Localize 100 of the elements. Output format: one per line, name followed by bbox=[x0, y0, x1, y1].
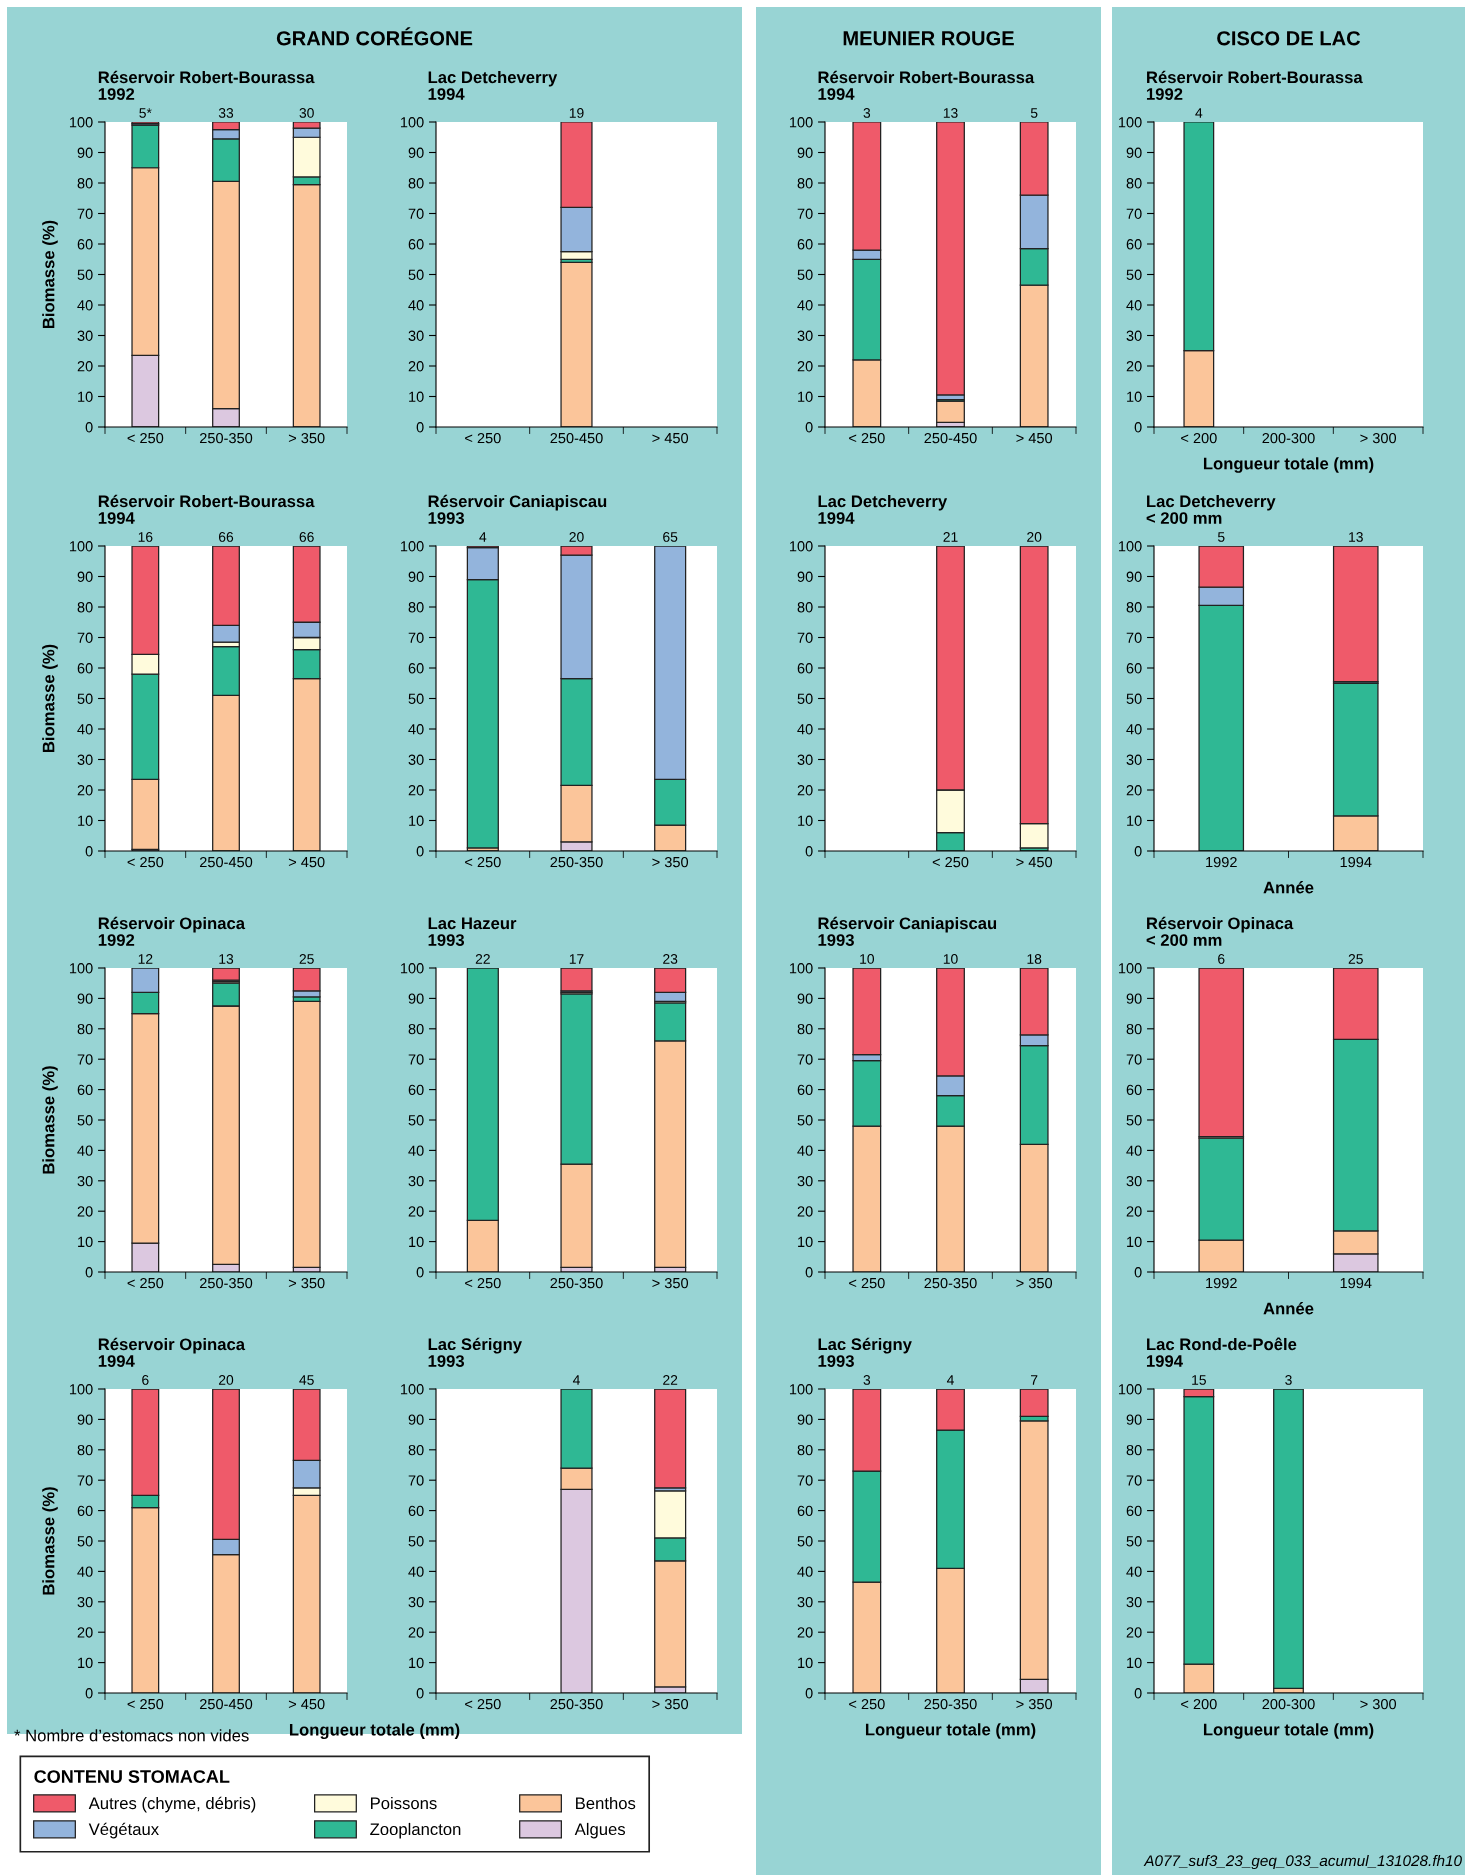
annotation: 20 bbox=[1027, 532, 1042, 542]
y-tick-label: 90 bbox=[1126, 571, 1142, 582]
y-tick-label: 60 bbox=[77, 663, 93, 674]
x-tick-label: > 350 bbox=[652, 856, 689, 868]
x-tick-label: < 250 bbox=[465, 432, 501, 444]
chart-subtitle: Lac Rond-de-Poêle 1994 bbox=[1146, 1337, 1297, 1367]
x-tick-label: 250-450 bbox=[199, 1698, 253, 1710]
y-tick-label: 30 bbox=[1126, 330, 1142, 341]
y-tick-label: 40 bbox=[77, 724, 93, 735]
y-tick-label: 100 bbox=[69, 963, 93, 974]
annotation: 23 bbox=[663, 954, 678, 964]
x-tick-label: > 300 bbox=[1360, 1698, 1397, 1710]
y-tick-label: 60 bbox=[408, 663, 424, 674]
y-tick-label: 70 bbox=[77, 208, 93, 219]
y-tick-label: 20 bbox=[408, 361, 424, 372]
y-tick-label: 80 bbox=[1126, 178, 1142, 189]
y-tick-label: 100 bbox=[400, 541, 424, 552]
x-axis-title: Longueur totale (mm) bbox=[1203, 1723, 1374, 1739]
x-tick-label: > 450 bbox=[1016, 432, 1053, 444]
x-tick-label: 200-300 bbox=[1262, 1698, 1315, 1710]
y-tick-label: 10 bbox=[798, 391, 813, 402]
y-tick-label: 50 bbox=[77, 269, 93, 280]
y-tick-label: 60 bbox=[77, 239, 93, 250]
y-tick-label: 10 bbox=[78, 1657, 93, 1669]
y-tick-label: 70 bbox=[797, 208, 813, 219]
y-tick-label: 70 bbox=[408, 1475, 424, 1486]
x-tick-label: 250-350 bbox=[924, 1277, 977, 1289]
y-tick-label: 40 bbox=[77, 300, 93, 311]
y-tick-label: 80 bbox=[797, 1444, 813, 1456]
chart-subtitle: Réservoir Robert-Bourassa 1994 bbox=[818, 70, 1035, 100]
y-tick-label: 0 bbox=[1134, 1688, 1142, 1699]
annotation: 3 bbox=[1285, 1375, 1292, 1385]
x-tick-label: 250-350 bbox=[199, 1277, 253, 1289]
x-tick-label: > 300 bbox=[1360, 432, 1397, 444]
y-tick-label: 90 bbox=[77, 147, 93, 158]
x-tick-label: < 250 bbox=[465, 1698, 501, 1710]
y-tick-label: 10 bbox=[1127, 1236, 1142, 1248]
annotation: 13 bbox=[219, 954, 234, 964]
y-tick-label: 10 bbox=[78, 815, 93, 826]
y-tick-label: 30 bbox=[408, 1596, 424, 1608]
y-tick-label: 100 bbox=[69, 1384, 93, 1395]
x-axis-title: Année bbox=[1263, 881, 1314, 894]
y-tick-label: 10 bbox=[798, 815, 813, 826]
annotation: 12 bbox=[138, 954, 153, 964]
y-tick-label: 10 bbox=[78, 391, 93, 402]
y-tick-label: 30 bbox=[1126, 754, 1142, 765]
y-tick-label: 60 bbox=[408, 239, 424, 250]
y-tick-label: 10 bbox=[78, 1236, 93, 1248]
y-tick-label: 10 bbox=[798, 1657, 813, 1669]
chart-subtitle: Réservoir Caniapiscau 1993 bbox=[428, 494, 607, 524]
y-tick-label: 60 bbox=[408, 1084, 424, 1096]
y-tick-label: 80 bbox=[408, 602, 424, 613]
y-tick-label: 50 bbox=[797, 693, 813, 704]
y-tick-label: 30 bbox=[77, 1175, 93, 1187]
x-tick-label: < 250 bbox=[849, 1698, 885, 1710]
annotation: 15 bbox=[1192, 1375, 1206, 1385]
y-tick-label: 40 bbox=[1126, 300, 1142, 311]
annotation: 25 bbox=[299, 954, 314, 964]
annotation: 17 bbox=[569, 954, 584, 964]
annotation: 19 bbox=[569, 108, 584, 118]
chart-title: MEUNIER ROUGE bbox=[843, 31, 1014, 46]
x-tick-label: < 200 bbox=[1181, 1698, 1217, 1710]
y-tick-label: 0 bbox=[416, 1688, 424, 1699]
chart-subtitle: Réservoir Robert-Bourassa 1992 bbox=[98, 70, 315, 100]
y-tick-label: 60 bbox=[77, 1505, 93, 1517]
annotation: 3 bbox=[863, 1375, 871, 1385]
y-tick-label: 30 bbox=[408, 330, 424, 341]
y-tick-label: 20 bbox=[797, 1627, 813, 1638]
chart-title: GRAND CORÉGONE bbox=[276, 27, 473, 46]
legend-title: CONTENU STOMACAL bbox=[34, 1770, 230, 1783]
y-tick-label: 40 bbox=[797, 300, 813, 311]
y-tick-label: 80 bbox=[797, 1023, 813, 1035]
y-tick-label: 20 bbox=[408, 1206, 424, 1217]
y-tick-label: 50 bbox=[408, 1536, 424, 1547]
y-tick-label: 50 bbox=[1126, 269, 1142, 280]
annotation: 66 bbox=[218, 532, 234, 542]
y-tick-label: 20 bbox=[77, 785, 93, 796]
annotation: 5* bbox=[139, 108, 152, 118]
annotation: 4 bbox=[479, 532, 487, 542]
y-tick-label: 60 bbox=[797, 1505, 813, 1517]
y-tick-label: 20 bbox=[1126, 361, 1142, 372]
x-tick-label: < 200 bbox=[1181, 432, 1217, 444]
y-tick-label: 40 bbox=[1126, 1145, 1142, 1156]
y-tick-label: 60 bbox=[408, 1505, 424, 1517]
y-tick-label: 70 bbox=[797, 1054, 813, 1065]
y-tick-label: 100 bbox=[400, 963, 424, 974]
x-tick-label: 250-350 bbox=[550, 856, 603, 868]
y-tick-label: 70 bbox=[1126, 1475, 1142, 1486]
y-tick-label: 90 bbox=[408, 1414, 424, 1425]
x-tick-label: > 450 bbox=[288, 856, 325, 868]
y-axis-title: Biomasse (%) bbox=[42, 644, 58, 753]
annotation: 20 bbox=[218, 1375, 234, 1385]
y-tick-label: 80 bbox=[408, 1444, 424, 1456]
y-tick-label: 30 bbox=[797, 1175, 813, 1187]
x-tick-label: 250-350 bbox=[550, 1698, 603, 1710]
y-tick-label: 50 bbox=[408, 269, 424, 280]
x-tick-label: 250-450 bbox=[550, 432, 603, 444]
chart-subtitle: Lac Detcheverry < 200 mm bbox=[1146, 494, 1276, 524]
y-tick-label: 0 bbox=[85, 846, 93, 857]
y-tick-label: 30 bbox=[797, 1596, 813, 1608]
